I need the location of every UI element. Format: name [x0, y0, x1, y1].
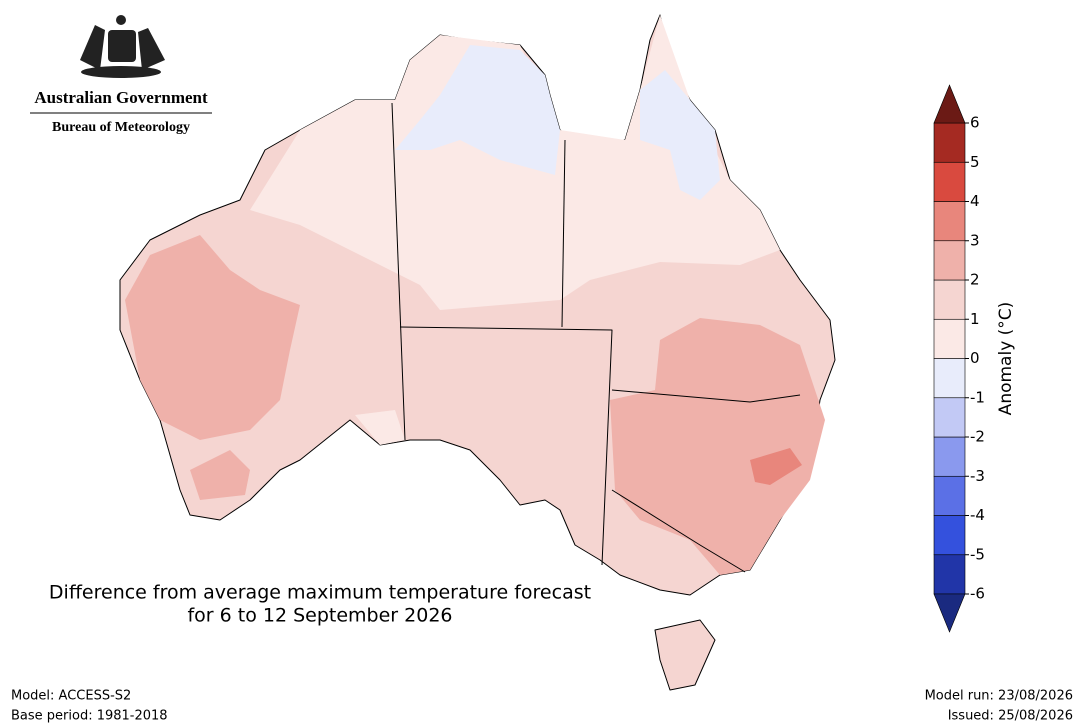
model-run: Model run: 23/08/2026: [925, 689, 1073, 704]
colorbar-tick-label: -6: [970, 585, 985, 603]
colorbar-segment: [933, 201, 966, 242]
colorbar-tick-label: 4: [970, 192, 980, 210]
colorbar-tick-label: -4: [970, 506, 985, 524]
colorbar-segment: [933, 161, 966, 202]
colorbar-tick-label: -1: [970, 388, 985, 406]
map-title: Difference from average maximum temperat…: [49, 582, 591, 604]
colorbar-tick-label: 1: [970, 310, 980, 328]
colorbar-tick-label: -2: [970, 428, 985, 446]
colorbar-segment: [933, 436, 966, 477]
base-period: Base period: 1981-2018: [11, 709, 168, 724]
colorbar-segment: [933, 122, 966, 163]
colorbar-segment: [933, 515, 966, 556]
colorbar-segment: [933, 279, 966, 320]
model-label: Model: ACCESS-S2: [11, 689, 131, 704]
colorbar-tick-label: 3: [970, 231, 980, 249]
australia-map: [119, 14, 836, 691]
colorbar-segment: [933, 318, 966, 359]
colorbar-over: [933, 84, 966, 124]
agency-name: Bureau of Meteorology: [52, 120, 190, 135]
issued-date: Issued: 25/08/2026: [948, 709, 1073, 724]
coat-of-arms: [80, 15, 165, 78]
government-name: Australian Government: [34, 88, 208, 107]
colorbar-tick-label: -3: [970, 467, 985, 485]
colorbar-segment: [933, 397, 966, 438]
tasmania: [654, 619, 716, 691]
colorbar-segment: [933, 358, 966, 399]
colorbar-under: [933, 593, 966, 633]
colorbar-tick-label: -5: [970, 545, 985, 563]
colorbar-tick-label: 0: [970, 349, 980, 367]
colorbar-tick-label: 5: [970, 153, 980, 171]
colorbar-label: Anomaly (°C): [996, 302, 1016, 416]
colorbar-segment: [933, 554, 966, 595]
state-borders: [391, 102, 801, 573]
colorbar: -6 -5 -4 -3 -2 -1 0 1 2 3 4 5 6 Anomaly (°C): [933, 84, 1016, 633]
map-subtitle: for 6 to 12 September 2026: [187, 605, 452, 627]
colorbar-tick-label: 6: [970, 114, 980, 132]
colorbar-tick-label: 2: [970, 271, 980, 289]
colorbar-segment: [933, 240, 966, 281]
colorbar-segment: [933, 475, 966, 516]
